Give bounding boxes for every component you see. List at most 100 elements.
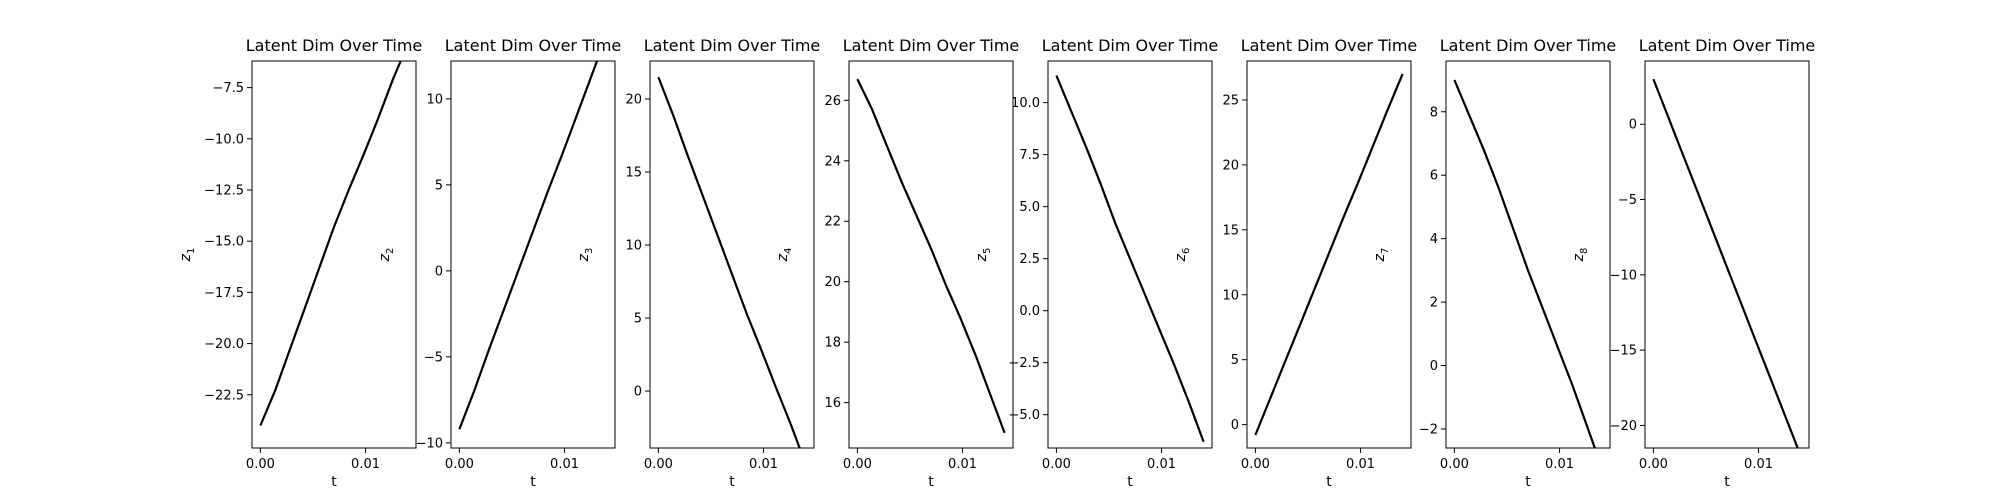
x-axis-label: t xyxy=(1724,474,1730,490)
y-tick-label: 7.5 xyxy=(1019,148,1040,163)
y-tick-label: −5 xyxy=(424,350,443,365)
y-tick-label: 0 xyxy=(1430,359,1438,374)
plot-title: Latent Dim Over Time xyxy=(1639,36,1816,55)
y-axis-label-subscript: 5 xyxy=(982,248,993,254)
y-tick-label: 5 xyxy=(1231,353,1239,368)
x-tick-label: 0.01 xyxy=(351,457,380,472)
x-tick-label: 0.01 xyxy=(948,457,977,472)
plot-title: Latent Dim Over Time xyxy=(1440,36,1617,55)
y-tick-label: 0 xyxy=(1629,118,1637,133)
y-tick-label: −12.5 xyxy=(204,184,244,199)
subplot-1: Latent Dim Over Time −22.5 −20.0 −17.5 −15.0… xyxy=(178,36,422,490)
plot-title: Latent Dim Over Time xyxy=(843,36,1020,55)
x-tick-label: 0.01 xyxy=(749,457,778,472)
x-tick-label: 0.01 xyxy=(550,457,579,472)
y-tick-label: −10.0 xyxy=(204,132,244,147)
y-tick-label: 10 xyxy=(625,239,642,254)
x-tick-label: 0.01 xyxy=(1744,457,1773,472)
y-tick-label: 20 xyxy=(625,92,642,107)
y-tick-label: −5 xyxy=(1618,193,1637,208)
series-line xyxy=(259,61,402,426)
plot-frame xyxy=(1445,60,1611,449)
x-tick-label: 0.01 xyxy=(1346,457,1375,472)
y-axis-label: z7 xyxy=(1372,248,1391,263)
y-tick-label: 18 xyxy=(824,336,841,351)
y-axis-label-subscript: 8 xyxy=(1579,248,1590,254)
y-axis-label: z4 xyxy=(775,248,794,263)
x-tick-label: 0.00 xyxy=(1042,457,1071,472)
plot-frame xyxy=(848,60,1014,449)
y-tick-label: −7.5 xyxy=(212,81,244,96)
y-axis-label: z6 xyxy=(1173,248,1192,263)
y-tick-label: 0 xyxy=(1231,418,1239,433)
x-tick-label: 0.00 xyxy=(445,457,474,472)
series-line xyxy=(1453,79,1596,448)
plot-frame xyxy=(649,60,815,449)
y-tick-label: 0 xyxy=(634,385,642,400)
y-tick-label: 10 xyxy=(1222,288,1239,303)
x-axis-label: t xyxy=(530,474,536,490)
y-tick-label: 6 xyxy=(1430,169,1438,184)
plot-frame xyxy=(1246,60,1412,449)
x-tick-label: 0.00 xyxy=(1241,457,1270,472)
plot-title: Latent Dim Over Time xyxy=(1241,36,1418,55)
y-tick-label: 20 xyxy=(1222,158,1239,173)
y-tick-label: 24 xyxy=(824,154,841,169)
plot-frame xyxy=(251,60,417,449)
y-tick-label: 2 xyxy=(1430,296,1438,311)
x-axis-label: t xyxy=(1127,474,1133,490)
y-tick-label: 2.5 xyxy=(1019,252,1040,267)
plot-title: Latent Dim Over Time xyxy=(445,36,622,55)
plot-title: Latent Dim Over Time xyxy=(1042,36,1219,55)
y-axis-label: z3 xyxy=(576,248,595,263)
x-tick-label: 0.01 xyxy=(1545,457,1574,472)
subplot-5: Latent Dim Over Time −5.0 −2.5 0.0 2.5 5.0 7.5… xyxy=(974,36,1218,490)
subplot-3: Latent Dim Over Time 0 5 10 15 20 0.00 0.01 t z3 xyxy=(576,36,820,490)
x-axis-label: t xyxy=(928,474,934,490)
series-line xyxy=(458,61,599,430)
y-tick-label: 10.0 xyxy=(1011,96,1040,111)
y-tick-label: −5.0 xyxy=(1008,408,1040,423)
y-axis-label-subscript: 7 xyxy=(1380,248,1391,254)
plot-frame xyxy=(1644,60,1810,449)
series-line xyxy=(1254,73,1404,436)
series-line xyxy=(657,76,801,448)
x-tick-label: 0.00 xyxy=(843,457,872,472)
plot-frame xyxy=(450,60,616,449)
y-tick-label: 26 xyxy=(824,94,841,109)
plot-frame xyxy=(1047,60,1213,449)
y-tick-label: −20.0 xyxy=(204,337,244,352)
series-line xyxy=(1652,78,1799,448)
y-tick-label: −2.5 xyxy=(1008,356,1040,371)
y-tick-label: −2 xyxy=(1419,422,1438,437)
y-axis-label-subscript: 6 xyxy=(1181,248,1192,254)
y-tick-label: −17.5 xyxy=(204,286,244,301)
y-tick-label: −15.0 xyxy=(204,235,244,250)
x-tick-label: 0.00 xyxy=(1639,457,1668,472)
y-axis-label: z5 xyxy=(974,248,993,263)
y-tick-label: 5.0 xyxy=(1019,200,1040,215)
y-tick-label: 8 xyxy=(1430,105,1438,120)
x-tick-label: 0.01 xyxy=(1147,457,1176,472)
y-tick-label: −20 xyxy=(1610,419,1637,434)
y-axis-label-subscript: 1 xyxy=(186,248,197,254)
x-axis-label: t xyxy=(331,474,337,490)
y-axis-label: z8 xyxy=(1571,248,1590,263)
y-tick-label: 16 xyxy=(824,396,841,411)
subplot-8: Latent Dim Over Time −20 −15 −10 −5 0 0.00 0.01… xyxy=(1571,36,1815,490)
subplot-4: Latent Dim Over Time 16 18 20 22 24 26 0.00 0.01… xyxy=(775,36,1019,490)
y-tick-label: 20 xyxy=(824,275,841,290)
x-axis-label: t xyxy=(1525,474,1531,490)
y-axis-label: z2 xyxy=(377,248,396,263)
x-tick-label: 0.00 xyxy=(246,457,275,472)
x-tick-label: 0.00 xyxy=(644,457,673,472)
y-tick-label: 0 xyxy=(435,264,443,279)
subplot-6: Latent Dim Over Time 0 5 10 15 20 25 0.00 0.01 t z… xyxy=(1173,36,1417,490)
y-tick-label: −22.5 xyxy=(204,388,244,403)
x-axis-label: t xyxy=(729,474,735,490)
y-tick-label: 22 xyxy=(824,215,841,230)
series-line xyxy=(1055,75,1205,443)
y-tick-label: 25 xyxy=(1222,93,1239,108)
series-line xyxy=(856,78,1006,434)
